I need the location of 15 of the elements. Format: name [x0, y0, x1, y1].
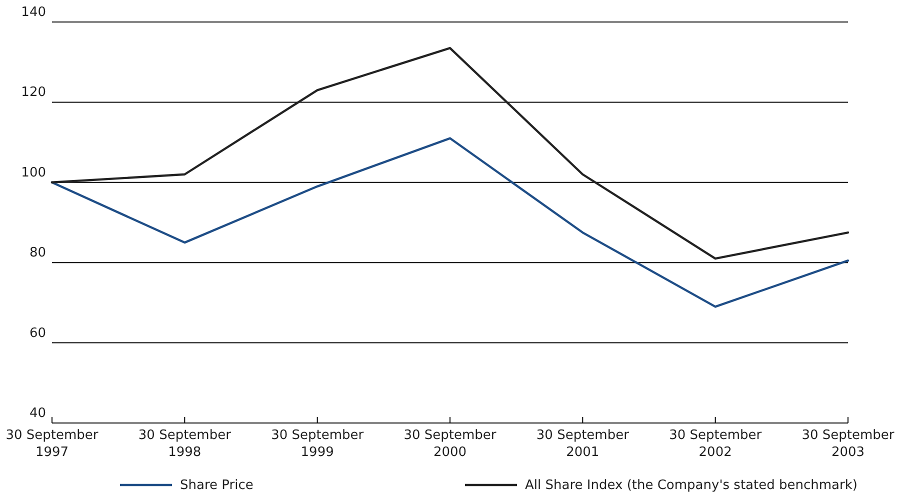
x-tick-label: 30 September 1997: [6, 428, 99, 460]
legend-label: Share Price: [180, 478, 254, 493]
y-tick-label: 120: [21, 85, 46, 100]
x-tick-label: 30 September 2002: [669, 428, 762, 460]
y-tick-label: 100: [21, 165, 46, 180]
y-tick-label: 60: [29, 326, 46, 341]
x-tick-label: 30 September 2000: [404, 428, 497, 460]
x-tick-label: 30 September 1998: [138, 428, 232, 460]
x-tick-label: 30 September 2001: [536, 428, 630, 460]
legend-label: All Share Index (the Company's stated benchmark): [525, 478, 858, 493]
y-tick-label: 80: [29, 246, 46, 261]
x-tick-label: 30 September 1999: [271, 428, 364, 460]
x-tick-label: 30 September 2003: [802, 428, 895, 460]
y-tick-label: 140: [21, 5, 46, 20]
y-tick-label: 40: [29, 406, 46, 421]
